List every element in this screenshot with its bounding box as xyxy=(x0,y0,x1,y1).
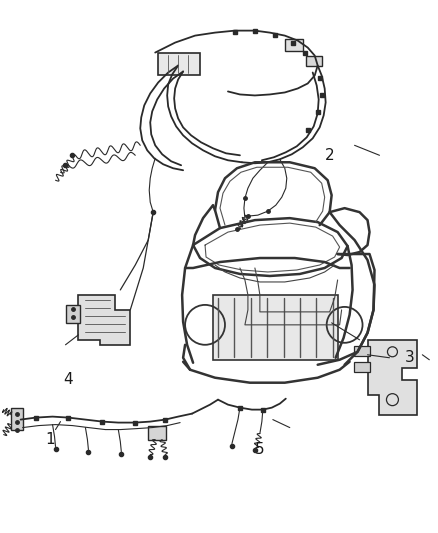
Bar xyxy=(306,55,321,66)
Bar xyxy=(213,295,338,360)
Bar xyxy=(67,305,81,323)
Text: 5: 5 xyxy=(255,442,265,457)
Bar xyxy=(158,53,200,75)
Bar xyxy=(353,346,370,356)
Polygon shape xyxy=(78,295,130,345)
Bar xyxy=(285,38,303,51)
Text: 3: 3 xyxy=(405,350,414,365)
Text: 4: 4 xyxy=(64,372,73,387)
Bar xyxy=(353,362,370,372)
Polygon shape xyxy=(367,340,417,415)
Bar xyxy=(148,425,166,440)
Text: 2: 2 xyxy=(325,148,335,163)
Text: 1: 1 xyxy=(46,432,55,447)
Bar xyxy=(11,408,23,430)
